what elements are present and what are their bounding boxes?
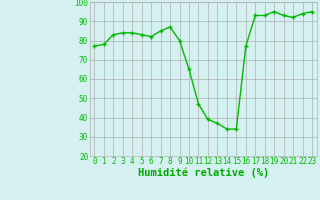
X-axis label: Humidité relative (%): Humidité relative (%) [138,168,269,178]
